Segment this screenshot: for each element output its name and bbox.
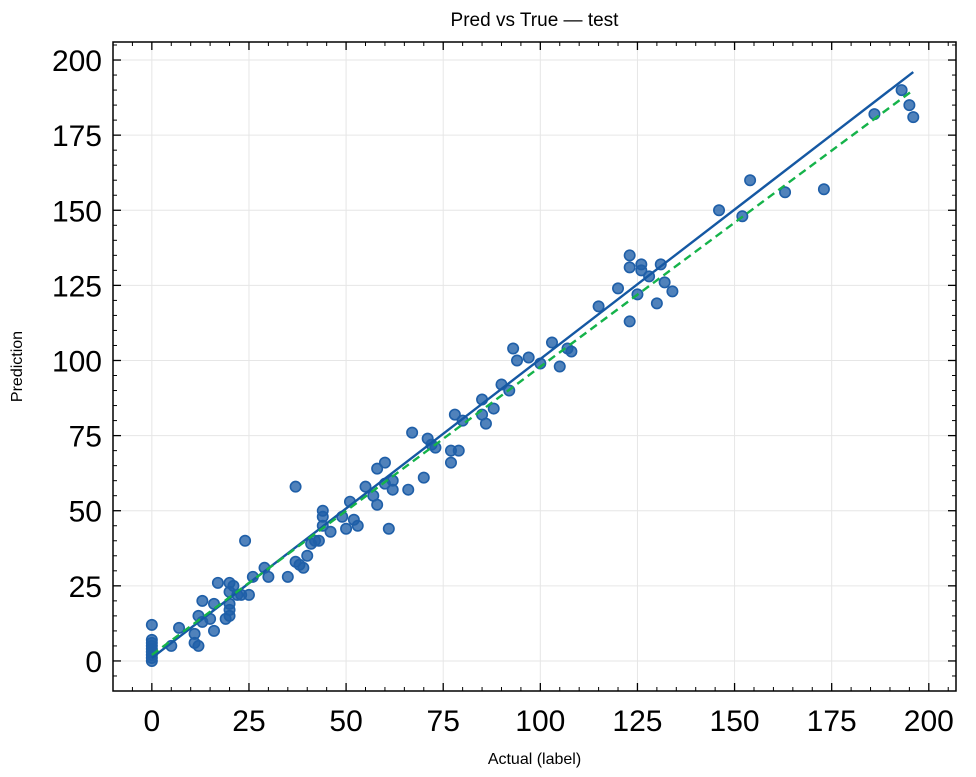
x-tick-label: 200 xyxy=(904,705,954,738)
scatter-point xyxy=(208,624,221,637)
scatter-point xyxy=(289,480,302,493)
fit-line xyxy=(151,89,914,656)
scatter-point xyxy=(744,174,757,187)
scatter-point xyxy=(145,618,158,631)
scatter-point xyxy=(779,186,792,199)
scatter-point xyxy=(565,345,578,358)
scatter-point xyxy=(507,342,520,355)
scatter-point xyxy=(239,534,252,547)
scatter-point xyxy=(371,462,384,475)
scatter-point xyxy=(666,285,679,298)
x-tick-label: 125 xyxy=(612,705,662,738)
scatter-point xyxy=(444,456,457,469)
scatter-point xyxy=(351,519,364,532)
scatter-point xyxy=(324,525,337,538)
ticks: 0 25 50 75 100 125 150 175 200 0 25 50 75 100 125 150 17… xyxy=(52,42,956,738)
y-tick-label: 100 xyxy=(52,345,102,378)
scatter-point xyxy=(340,522,353,535)
scatter-point xyxy=(479,417,492,430)
scatter-point xyxy=(173,621,186,634)
scatter-point xyxy=(402,483,415,496)
scatter-point xyxy=(211,576,224,589)
scatter-point xyxy=(297,561,310,574)
y-tick-label: 25 xyxy=(69,571,102,604)
scatter-point xyxy=(448,408,461,421)
scatter-point xyxy=(713,204,726,217)
scatter-point xyxy=(623,315,636,328)
x-axis-label: Actual (label) xyxy=(488,751,581,768)
scatter-point xyxy=(192,639,205,652)
scatter-point xyxy=(650,297,663,310)
scatter-point xyxy=(145,633,158,646)
scatter-point xyxy=(511,354,524,367)
scatter-point xyxy=(371,498,384,511)
x-tick-label: 100 xyxy=(515,705,565,738)
scatter-point xyxy=(417,471,430,484)
x-tick-label: 175 xyxy=(807,705,857,738)
scatter-point xyxy=(635,264,648,277)
scatter-point xyxy=(907,111,920,124)
scatter-point xyxy=(903,99,916,112)
scatter-point xyxy=(242,588,255,601)
x-tick-label: 150 xyxy=(710,705,760,738)
scatter-point xyxy=(382,522,395,535)
grid-lines xyxy=(113,42,956,691)
scatter-point xyxy=(262,570,275,583)
y-tick-label: 50 xyxy=(69,496,102,529)
x-tick-label: 0 xyxy=(144,705,161,738)
scatter-point xyxy=(429,441,442,454)
scatter-point xyxy=(623,249,636,262)
chart-title: Pred vs True — test xyxy=(451,10,620,31)
x-tick-label: 75 xyxy=(427,705,460,738)
y-tick-label: 75 xyxy=(69,421,102,454)
scatter-point xyxy=(281,570,294,583)
y-tick-label: 175 xyxy=(52,120,102,153)
axes-frame xyxy=(112,41,957,692)
scatter-point xyxy=(545,336,558,349)
scatter-point xyxy=(359,480,372,493)
y-tick-label: 200 xyxy=(52,45,102,78)
x-tick-label: 25 xyxy=(232,705,265,738)
scatter-point xyxy=(312,534,325,547)
scatter-point xyxy=(196,594,209,607)
scatter-point xyxy=(316,504,329,517)
y-tick-label: 150 xyxy=(52,195,102,228)
scatter-point xyxy=(406,426,419,439)
scatter-point xyxy=(553,360,566,373)
identity-line xyxy=(151,71,914,659)
y-tick-label: 125 xyxy=(52,270,102,303)
scatter-point xyxy=(452,444,465,457)
scatter-point xyxy=(301,549,314,562)
scatter-point xyxy=(487,402,500,415)
y-tick-label: 0 xyxy=(85,646,102,679)
scatter-point xyxy=(658,276,671,289)
scatter-point xyxy=(522,351,535,364)
scatter-point xyxy=(378,456,391,469)
x-tick-label: 50 xyxy=(329,705,362,738)
scatter-point xyxy=(592,300,605,313)
scatter-point xyxy=(817,183,830,196)
y-axis-label: Prediction xyxy=(9,331,26,402)
data-layer xyxy=(145,71,920,667)
scatter-point xyxy=(895,84,908,97)
scatter-point xyxy=(612,282,625,295)
scatter-point xyxy=(623,261,636,274)
